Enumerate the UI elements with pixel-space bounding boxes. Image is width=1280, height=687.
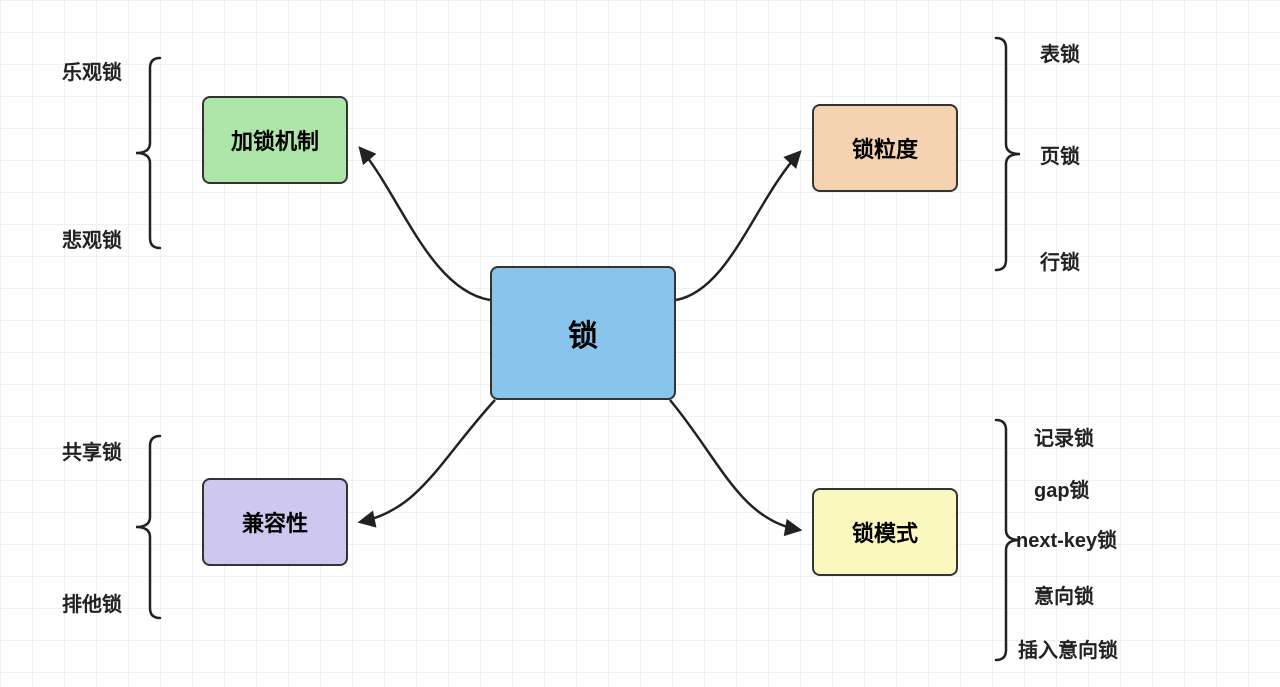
center-node: 锁 <box>490 266 676 400</box>
brace-granularity <box>996 38 1020 270</box>
leaf-record-lock: 记录锁 <box>1034 422 1094 451</box>
leaf-shared-lock: 共享锁 <box>62 436 122 465</box>
leaf-exclusive-lock: 排他锁 <box>62 588 122 617</box>
leaf-row-lock: 行锁 <box>1040 246 1080 275</box>
arrow-locking-mechanism <box>360 148 490 300</box>
branch-label: 加锁机制 <box>231 124 319 156</box>
arrow-compatibility <box>360 400 495 522</box>
center-node-label: 锁 <box>568 311 598 355</box>
leaf-next-key-lock: next-key锁 <box>1016 524 1117 553</box>
branch-compatibility: 兼容性 <box>202 478 348 566</box>
branch-label: 兼容性 <box>242 506 308 538</box>
branch-mode: 锁模式 <box>812 488 958 576</box>
leaf-page-lock: 页锁 <box>1040 140 1080 169</box>
leaf-insert-intention-lock: 插入意向锁 <box>1018 634 1118 663</box>
branch-label: 锁模式 <box>852 516 918 548</box>
leaf-table-lock: 表锁 <box>1040 38 1080 67</box>
branch-granularity: 锁粒度 <box>812 104 958 192</box>
branch-locking-mechanism: 加锁机制 <box>202 96 348 184</box>
leaf-optimistic-lock: 乐观锁 <box>62 56 122 85</box>
arrow-granularity <box>676 152 800 300</box>
brace-compatibility <box>136 436 160 618</box>
brace-locking-mechanism <box>136 58 160 248</box>
leaf-gap-lock: gap锁 <box>1034 474 1090 503</box>
arrow-mode <box>670 400 800 530</box>
branch-label: 锁粒度 <box>852 132 918 164</box>
leaf-intention-lock: 意向锁 <box>1034 580 1094 609</box>
leaf-pessimistic-lock: 悲观锁 <box>62 224 122 253</box>
